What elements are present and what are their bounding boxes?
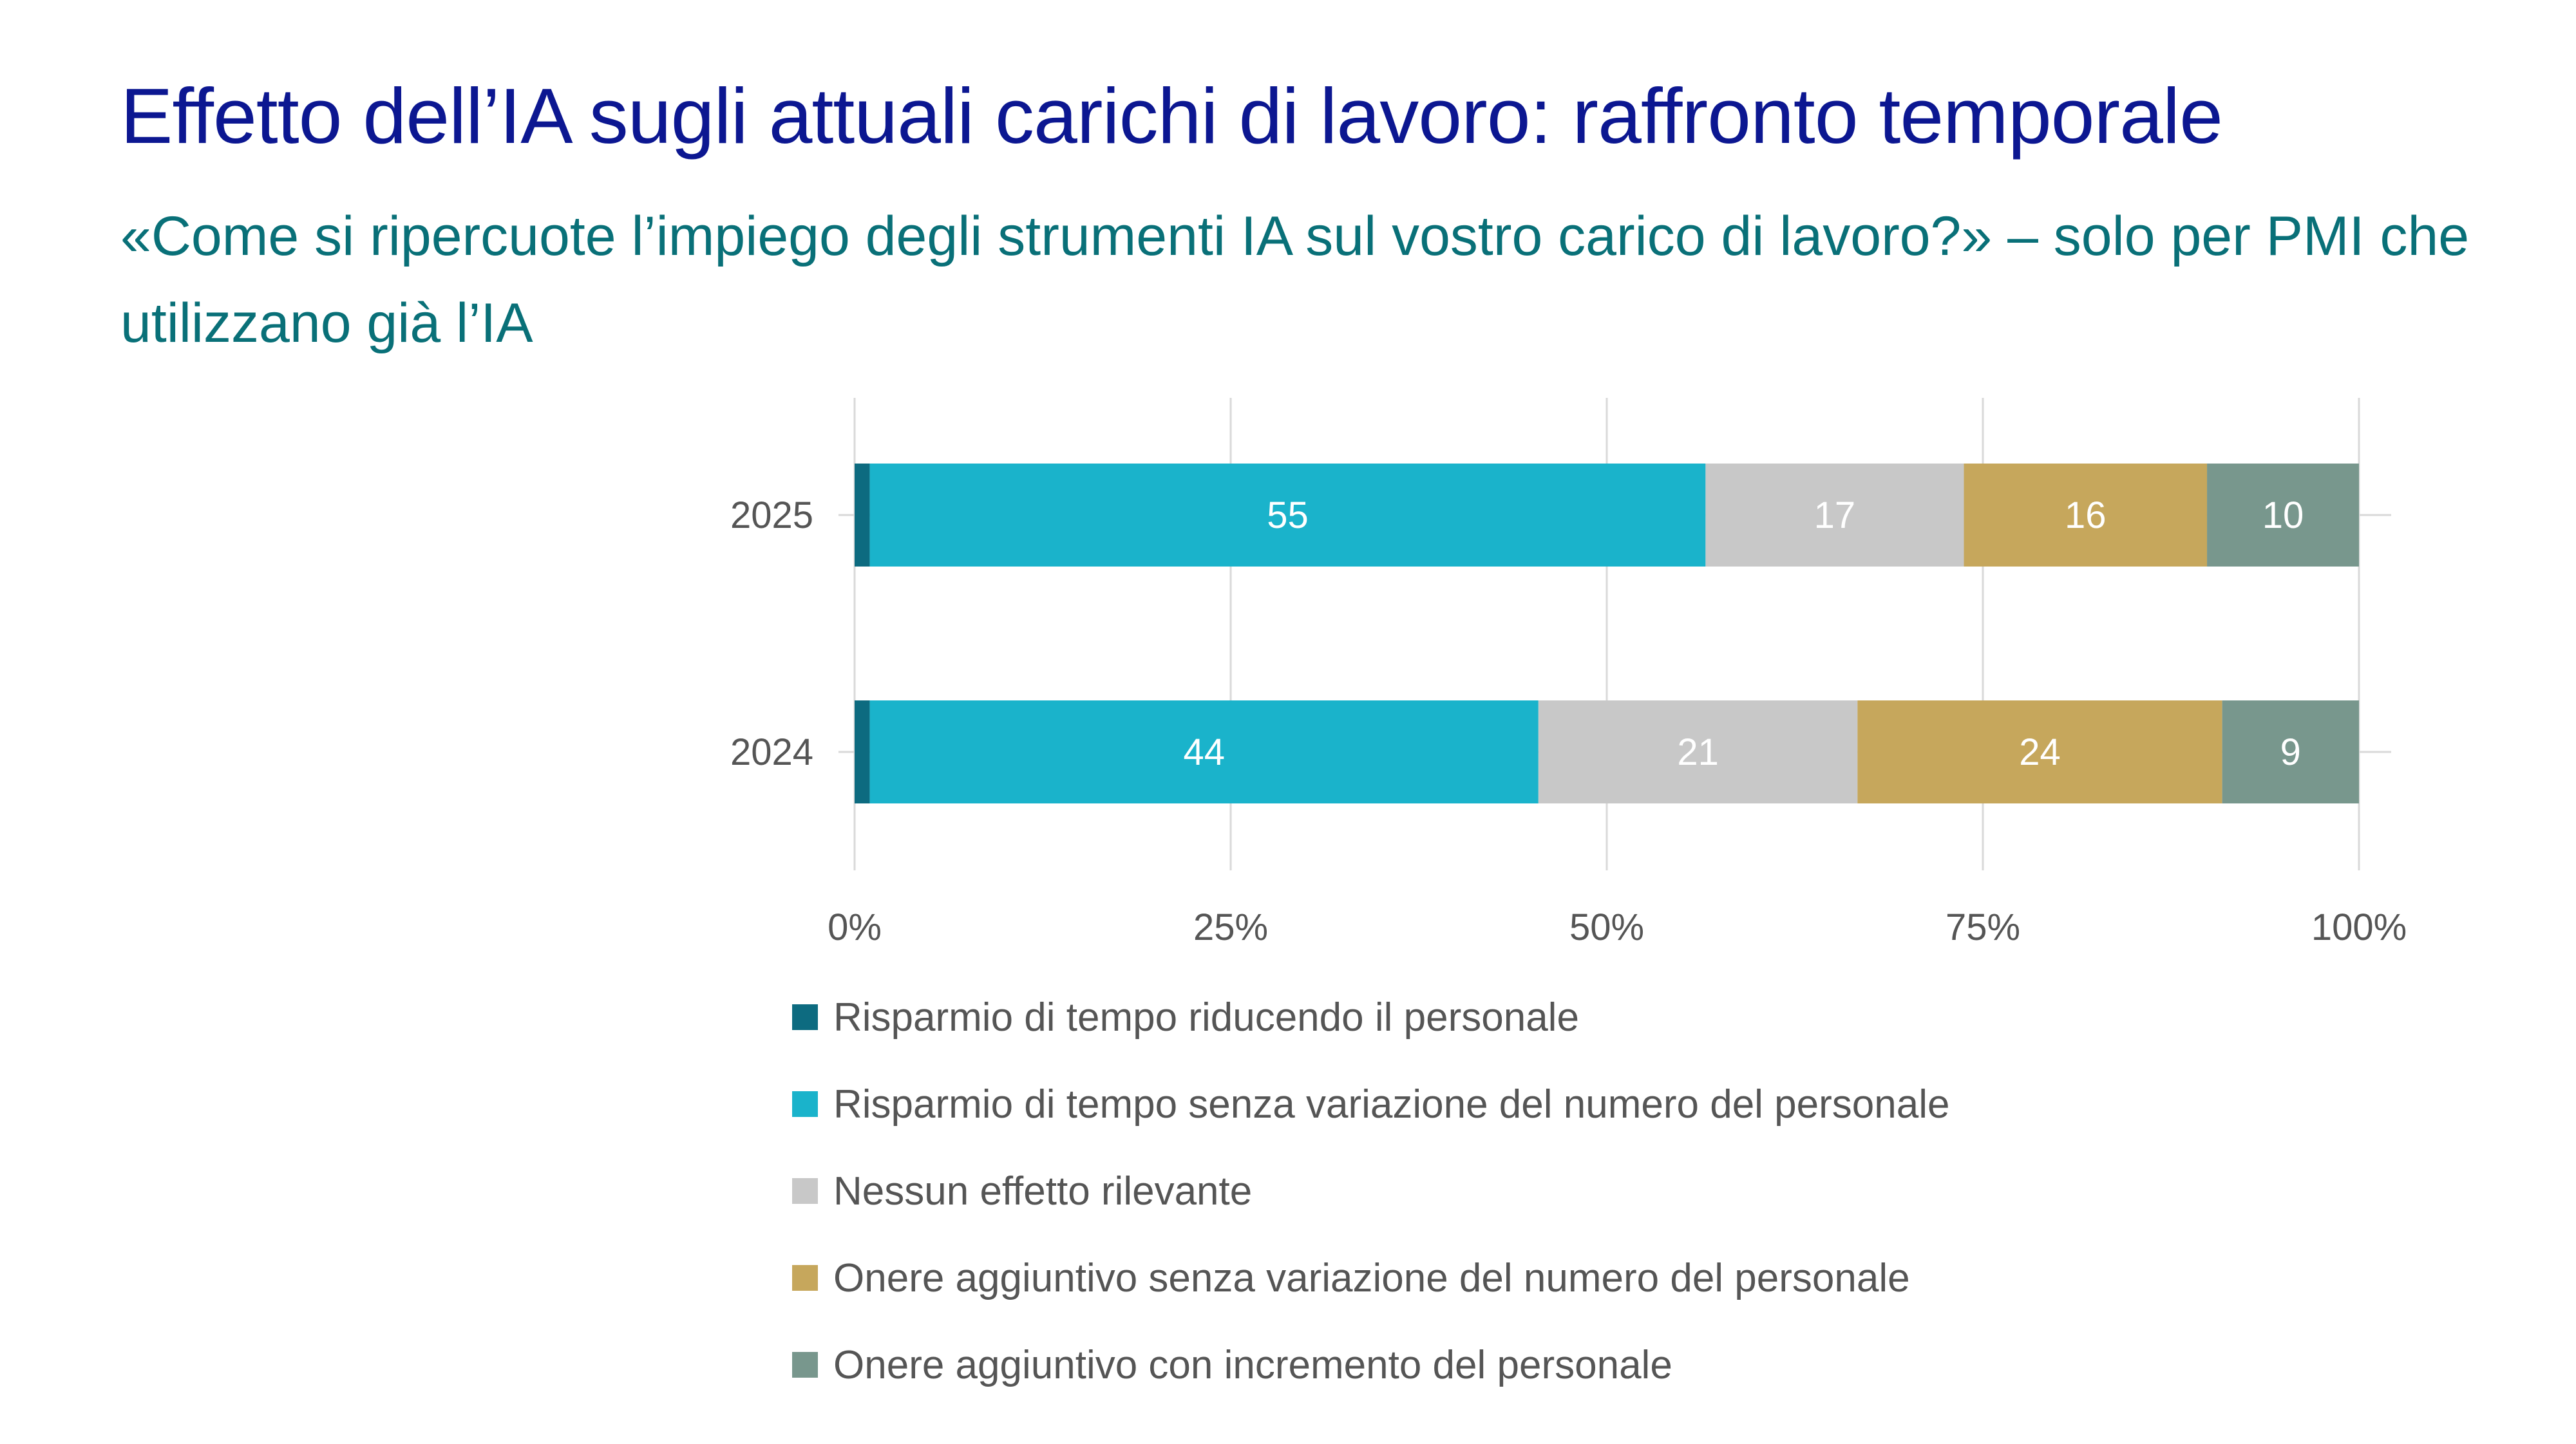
chart-subtitle: «Come si ripercuote l’impiego degli stru… xyxy=(120,205,2470,354)
bar-value-label: 44 xyxy=(1183,731,1225,773)
x-tick-label: 0% xyxy=(828,906,882,948)
legend-item: Nessun effetto rilevante xyxy=(792,1165,1950,1217)
bar-segment xyxy=(855,464,870,567)
y-category-label: 2025 xyxy=(730,494,813,536)
bar-segment xyxy=(1538,700,1858,803)
bar-value-label: 55 xyxy=(1267,494,1309,536)
x-tick-label: 25% xyxy=(1193,906,1268,948)
legend-swatch xyxy=(792,1178,818,1204)
legend-swatch xyxy=(792,1265,818,1291)
bar-segment xyxy=(1964,464,2208,567)
legend-label: Onere aggiuntivo senza variazione del nu… xyxy=(833,1255,1910,1300)
legend-swatch xyxy=(792,1352,818,1378)
legend-label: Nessun effetto rilevante xyxy=(833,1168,1253,1214)
legend-label: Risparmio di tempo senza variazione del … xyxy=(833,1082,1950,1127)
bar-segment xyxy=(869,464,1706,567)
bar-value-label: 24 xyxy=(2019,731,2061,773)
legend-item: Onere aggiuntivo con incremento del pers… xyxy=(792,1339,1950,1391)
bar-value-label: 9 xyxy=(2280,731,2301,773)
bar-segment xyxy=(1705,464,1964,567)
legend-swatch xyxy=(792,1091,818,1117)
bar-segment xyxy=(2222,700,2359,803)
legend-item: Risparmio di tempo riducendo il personal… xyxy=(792,991,1950,1043)
bar-segment xyxy=(855,700,870,803)
bar-segment xyxy=(2207,464,2359,567)
legend-item: Risparmio di tempo senza variazione del … xyxy=(792,1078,1950,1130)
bar-value-label: 21 xyxy=(1677,731,1719,773)
bar-value-label: 16 xyxy=(2065,494,2107,536)
bar-value-label: 10 xyxy=(2262,494,2304,536)
stacked-bar-chart: 0% 25% 50% 75% 100% 2025 55 17 16 10 2024 44 21 24 9 xyxy=(730,398,2407,948)
bar-segment xyxy=(1857,700,2222,803)
y-category-label: 2024 xyxy=(730,731,813,773)
legend-label: Onere aggiuntivo con incremento del pers… xyxy=(833,1342,1672,1387)
x-tick-label: 100% xyxy=(2311,906,2407,948)
bar-segment xyxy=(869,700,1539,803)
legend-item: Onere aggiuntivo senza variazione del nu… xyxy=(792,1252,1950,1304)
chart-title: Effetto dell’IA sugli attuali carichi di… xyxy=(120,72,2223,160)
bar-value-label: 17 xyxy=(1814,494,1856,536)
chart-legend: Risparmio di tempo riducendo il personal… xyxy=(792,991,1950,1426)
legend-label: Risparmio di tempo riducendo il personal… xyxy=(833,995,1579,1040)
x-tick-label: 75% xyxy=(1946,906,2020,948)
x-tick-label: 50% xyxy=(1569,906,1644,948)
legend-swatch xyxy=(792,1004,818,1030)
